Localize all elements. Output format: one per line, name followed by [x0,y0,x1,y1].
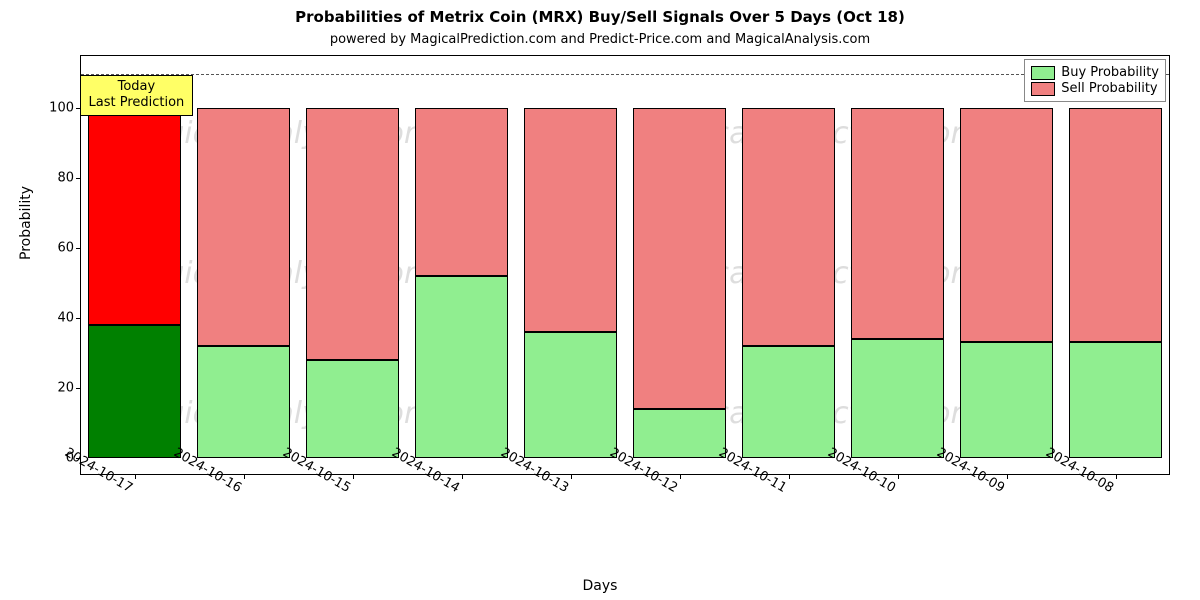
x-tick-mark [789,475,790,479]
bar-sell [633,108,726,409]
y-tick-mark [76,248,80,249]
bar-sell [524,108,617,332]
x-tick-mark [898,475,899,479]
chart-title: Probabilities of Metrix Coin (MRX) Buy/S… [0,8,1200,26]
annotation-line1: Today [118,79,156,94]
y-tick-mark [76,318,80,319]
x-tick-mark [353,475,354,479]
y-tick-mark [76,388,80,389]
x-tick-mark [1116,475,1117,479]
legend-swatch-buy [1031,66,1055,80]
legend-item-sell: Sell Probability [1031,81,1159,96]
legend: Buy ProbabilitySell Probability [1024,59,1166,102]
x-tick-mark [462,475,463,479]
x-axis-label: Days [0,578,1200,594]
legend-label-buy: Buy Probability [1061,65,1159,80]
threshold-line [81,74,1169,75]
x-tick-mark [571,475,572,479]
chart-subtitle: powered by MagicalPrediction.com and Pre… [0,32,1200,47]
bar-sell [197,108,290,346]
y-tick-label: 60 [24,240,74,255]
legend-label-sell: Sell Probability [1061,81,1157,96]
x-tick-mark [135,475,136,479]
y-tick-label: 20 [24,380,74,395]
y-tick-mark [76,178,80,179]
bar-sell [88,108,181,325]
x-tick-mark [244,475,245,479]
legend-item-buy: Buy Probability [1031,65,1159,80]
annotation-line2: Last Prediction [89,95,185,110]
y-tick-label: 100 [24,100,74,115]
x-tick-mark [680,475,681,479]
bar-sell [306,108,399,360]
bar-sell [1069,108,1162,343]
y-tick-label: 80 [24,170,74,185]
legend-swatch-sell [1031,82,1055,96]
bar-sell [960,108,1053,343]
bar-sell [742,108,835,346]
today-annotation: TodayLast Prediction [80,75,194,117]
bar-buy [1069,342,1162,458]
x-tick-mark [1007,475,1008,479]
bar-sell [415,108,508,276]
bar-sell [851,108,944,339]
y-tick-label: 40 [24,310,74,325]
